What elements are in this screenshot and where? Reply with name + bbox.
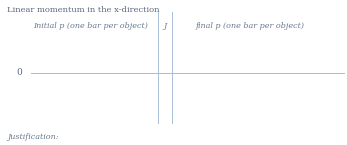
Text: Justification:: Justification: xyxy=(7,133,58,141)
Text: Initial p (one bar per object): Initial p (one bar per object) xyxy=(33,22,148,30)
Text: J: J xyxy=(163,22,167,30)
Text: final p (one bar per object): final p (one bar per object) xyxy=(195,22,304,30)
Text: 0: 0 xyxy=(17,68,23,77)
Text: Linear momentum in the x-direction: Linear momentum in the x-direction xyxy=(7,6,159,14)
